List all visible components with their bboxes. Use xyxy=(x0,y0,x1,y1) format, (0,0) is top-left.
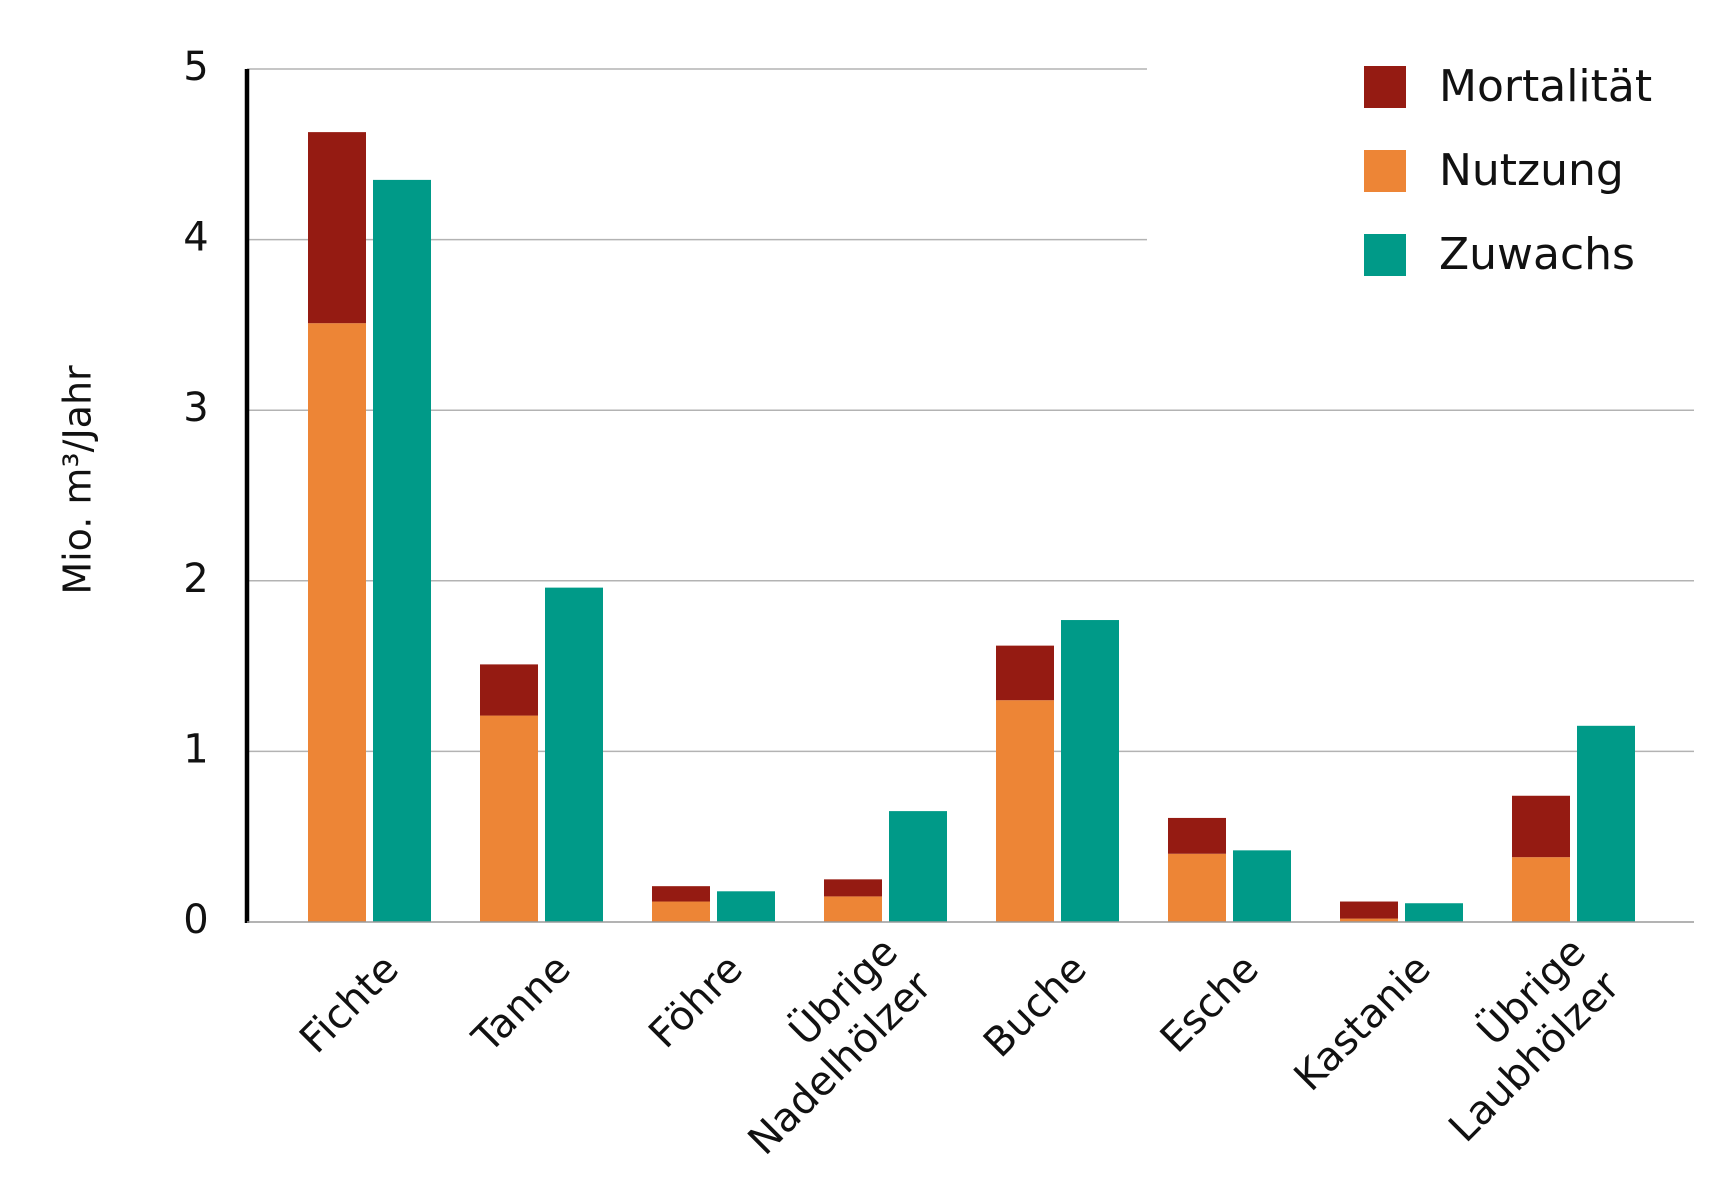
category-label: Tanne xyxy=(463,946,579,1062)
bar-nutzung-6 xyxy=(1340,918,1398,922)
bar-zuwachs-3 xyxy=(889,811,947,922)
legend-swatch xyxy=(1364,234,1406,276)
category-label-line: Fichte xyxy=(291,946,408,1063)
bar-mortalitt-2 xyxy=(652,886,710,902)
legend: Mortalität Nutzung Zuwachs xyxy=(1364,61,1652,280)
y-tick-label: 3 xyxy=(183,385,208,431)
bar-mortalitt-0 xyxy=(308,132,366,324)
bar-nutzung-0 xyxy=(308,323,366,923)
bar-nutzung-2 xyxy=(652,901,710,922)
category-label: Esche xyxy=(1152,946,1268,1062)
bar-zuwachs-0 xyxy=(373,179,431,922)
y-axis-title: Mio. m³/Jahr xyxy=(56,365,100,595)
bar-mortalitt-1 xyxy=(480,664,538,716)
legend-label: Nutzung xyxy=(1439,145,1624,196)
bar-zuwachs-1 xyxy=(545,587,603,922)
bar-nutzung-5 xyxy=(1168,853,1226,922)
bar-zuwachs-4 xyxy=(1061,620,1119,922)
bar-zuwachs-7 xyxy=(1577,725,1635,922)
bar-mortalitt-6 xyxy=(1340,901,1398,919)
legend-label: Zuwachs xyxy=(1439,229,1635,280)
bar-nutzung-3 xyxy=(824,896,882,922)
bar-mortalitt-3 xyxy=(824,879,882,897)
y-tick-label: 5 xyxy=(183,44,208,90)
category-label-line: Tanne xyxy=(463,946,579,1062)
bar-zuwachs-6 xyxy=(1405,903,1463,922)
category-label-line: Kastanie xyxy=(1286,946,1440,1100)
legend-label: Mortalität xyxy=(1439,61,1652,112)
bar-zuwachs-2 xyxy=(717,891,775,922)
category-label-line: Buche xyxy=(975,946,1096,1067)
bar-mortalitt-7 xyxy=(1512,795,1570,858)
y-tick-label: 0 xyxy=(183,897,208,943)
y-tick-label: 4 xyxy=(183,215,208,261)
axes xyxy=(244,69,1694,923)
bars xyxy=(308,132,1635,923)
category-label: Fichte xyxy=(291,946,408,1063)
legend-swatch xyxy=(1364,150,1406,192)
y-tick-label: 2 xyxy=(183,556,208,602)
bar-mortalitt-4 xyxy=(996,645,1054,701)
bar-nutzung-4 xyxy=(996,700,1054,922)
category-label-line: Esche xyxy=(1152,946,1268,1062)
category-label: Buche xyxy=(975,946,1096,1067)
y-tick-labels: 0 1 2 3 4 5 xyxy=(183,44,208,943)
legend-swatch xyxy=(1364,66,1406,108)
category-label-line: Föhre xyxy=(640,946,751,1057)
category-label: Kastanie xyxy=(1286,946,1440,1100)
y-tick-label: 1 xyxy=(183,726,208,772)
bar-zuwachs-5 xyxy=(1233,850,1291,922)
category-label: Föhre xyxy=(640,946,751,1057)
bar-mortalitt-5 xyxy=(1168,817,1226,854)
bar-nutzung-1 xyxy=(480,715,538,922)
bar-nutzung-7 xyxy=(1512,857,1570,922)
